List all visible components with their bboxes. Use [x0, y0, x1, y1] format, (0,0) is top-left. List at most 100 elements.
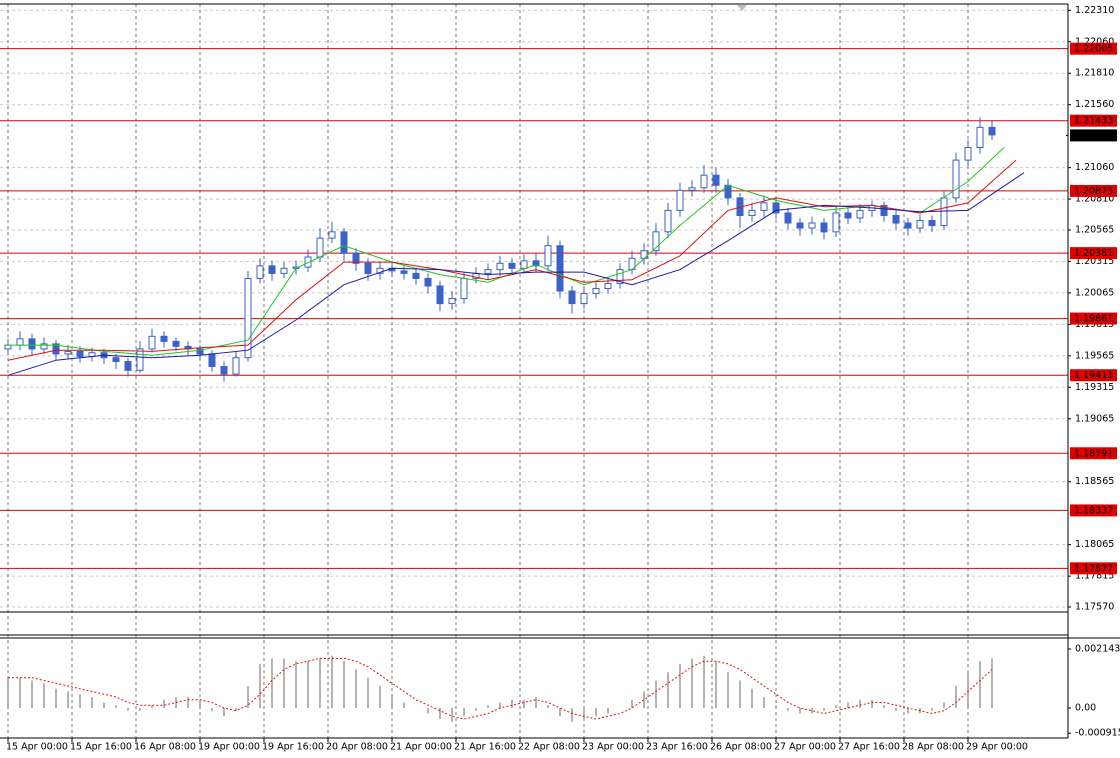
- x-tick-label: 29 Apr 00:00: [966, 742, 1028, 753]
- x-tick-label: 15 Apr 00:00: [6, 742, 68, 753]
- candle-body: [412, 272, 420, 279]
- level-label: 1.22005: [1074, 44, 1113, 55]
- candle-body: [4, 344, 12, 350]
- y-tick-label: 1.20315: [1075, 256, 1114, 267]
- oscillator-bar: [487, 705, 489, 708]
- oscillator-bar: [595, 707, 597, 717]
- oscillator-bar: [283, 658, 285, 708]
- oscillator-bar: [571, 707, 573, 722]
- level-label-box: [1070, 247, 1117, 260]
- oscillator-bar: [703, 655, 705, 708]
- candle-body: [508, 262, 516, 269]
- oscillator-bar: [583, 707, 585, 720]
- candle-body: [316, 237, 324, 258]
- candle-body: [916, 220, 924, 229]
- oscillator-bar: [523, 699, 525, 708]
- oscillator-bar: [823, 707, 825, 711]
- candle-body: [592, 287, 600, 295]
- oscillator-bar: [355, 669, 357, 708]
- oscillator-bar: [631, 699, 633, 708]
- oscillator-bar: [223, 707, 225, 717]
- oscillator-bar: [91, 696, 93, 708]
- y-tick-label: 0.002143: [1075, 644, 1120, 655]
- level-label-box: [1070, 114, 1117, 127]
- level-label-box: [1070, 42, 1117, 55]
- oscillator-bar: [247, 685, 249, 708]
- oscillator-bar: [859, 699, 861, 708]
- candle-body: [556, 245, 564, 292]
- candle-body: [988, 126, 996, 136]
- oscillator-bar: [103, 702, 105, 708]
- oscillator-bar: [691, 658, 693, 708]
- price-axis: 1.22310 1.22060 1.21810 1.21560 1.21060 1.208…: [6, 5, 1120, 753]
- x-tick-label: 28 Apr 08:00: [902, 742, 964, 753]
- level-label-box: [1070, 184, 1117, 197]
- level-label: 1.20875: [1074, 186, 1113, 197]
- candle-body: [484, 269, 492, 274]
- oscillator-bar: [967, 672, 969, 708]
- oscillator-bar: [907, 707, 909, 714]
- oscillator-bar: [499, 702, 501, 708]
- oscillator-bar: [31, 680, 33, 708]
- y-tick-label: 1.22310: [1075, 5, 1114, 16]
- level-label: 1.17877: [1074, 563, 1113, 574]
- candle-body: [460, 277, 468, 300]
- y-tick-label: 1.20565: [1075, 224, 1114, 235]
- oscillator-bar: [295, 661, 297, 708]
- candle-body: [520, 260, 528, 269]
- grid: [0, 4, 1068, 738]
- oscillator-bar: [43, 683, 45, 708]
- candle-body: [604, 282, 612, 289]
- level-label-box: [1070, 447, 1117, 460]
- oscillator-bar: [643, 691, 645, 708]
- moving-average: [7, 172, 1025, 376]
- candle-body: [64, 350, 72, 355]
- oscillator-bar: [559, 707, 561, 717]
- x-tick-label: 21 Apr 16:00: [454, 742, 516, 753]
- candle-body: [16, 338, 24, 346]
- oscillator-bar: [991, 658, 993, 708]
- candle-body: [700, 174, 708, 189]
- oscillator-bar: [535, 696, 537, 708]
- candle-body: [172, 340, 180, 347]
- oscillator-bar: [835, 705, 837, 708]
- candle-body: [808, 222, 816, 229]
- x-tick-label: 27 Apr 00:00: [774, 742, 836, 753]
- candle-body: [772, 202, 780, 214]
- candle-body: [532, 260, 540, 267]
- candle-body: [892, 214, 900, 224]
- candle-body: [880, 204, 888, 216]
- oscillator-bar: [463, 707, 465, 717]
- y-tick-label: -0.000915: [1075, 728, 1120, 739]
- candle-body: [232, 357, 240, 375]
- oscillator-bar: [391, 694, 393, 708]
- y-tick-label: 1.18065: [1075, 539, 1114, 550]
- candle-body: [364, 262, 372, 274]
- y-tick-label: 1.19065: [1075, 413, 1114, 424]
- candle-body: [280, 267, 288, 274]
- candle-body: [580, 293, 588, 305]
- oscillator-bar: [799, 707, 801, 714]
- candle-body: [448, 298, 456, 305]
- oscillator-bar: [895, 707, 897, 711]
- oscillator-bar: [763, 696, 765, 708]
- candle-body: [256, 265, 264, 279]
- oscillator-bar: [775, 705, 777, 708]
- candle-body: [304, 256, 312, 268]
- candle-body: [352, 252, 360, 264]
- oscillator-bar: [751, 688, 753, 708]
- level-label-box: [1070, 369, 1117, 382]
- candle-body: [676, 189, 684, 211]
- last-price-label: 1.21316: [1074, 130, 1113, 141]
- oscillator-bar: [739, 680, 741, 708]
- y-tick-label: 1.21810: [1075, 68, 1114, 79]
- candle-body: [76, 350, 84, 357]
- level-label: 1.21433: [1074, 116, 1113, 127]
- candle-body: [952, 159, 960, 199]
- oscillator-bar: [139, 707, 141, 711]
- candle-body: [268, 265, 276, 274]
- oscillator-bar: [787, 707, 789, 711]
- level-label-box: [1070, 562, 1117, 575]
- y-tick-label: 1.21060: [1075, 162, 1114, 173]
